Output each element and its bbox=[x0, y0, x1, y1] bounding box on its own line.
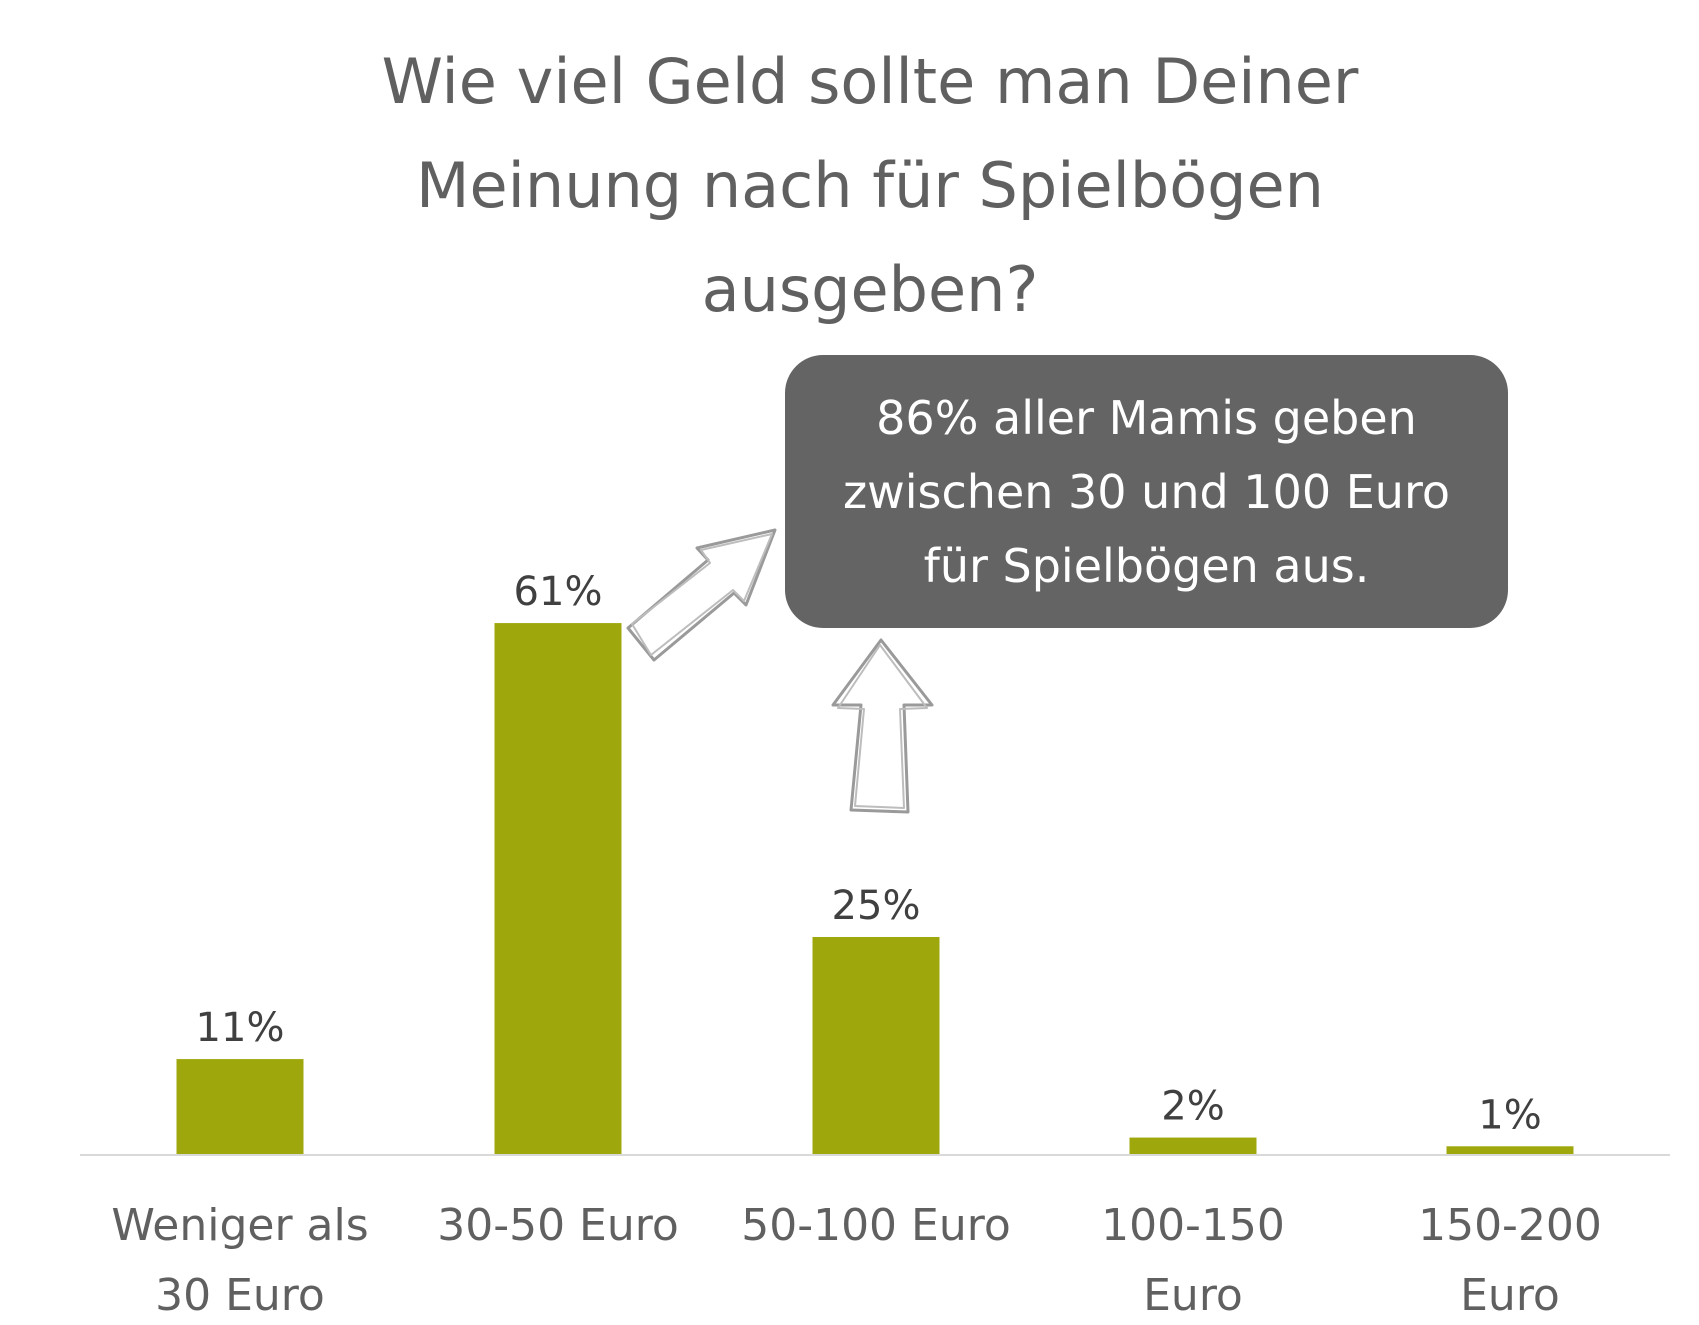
chart-title: Wie viel Geld sollte man Deiner Meinung … bbox=[381, 45, 1359, 326]
callout-text: 86% aller Mamis geben zwischen 30 und 10… bbox=[842, 390, 1450, 593]
data-label-5: 1% bbox=[1478, 1092, 1541, 1138]
category-label-2: 30-50 Euro bbox=[437, 1200, 679, 1251]
bar-4 bbox=[1129, 1137, 1257, 1155]
up-arrow-icon bbox=[831, 638, 934, 814]
bar-2 bbox=[494, 623, 622, 1155]
data-label-4: 2% bbox=[1161, 1084, 1224, 1130]
callout-box: 86% aller Mamis geben zwischen 30 und 10… bbox=[785, 355, 1508, 628]
bar-5 bbox=[1446, 1146, 1574, 1155]
data-label-1: 11% bbox=[196, 1005, 285, 1051]
category-labels: Weniger als 30 Euro 30-50 Euro 50-100 Euro 1… bbox=[111, 1200, 1602, 1321]
category-label-1: Weniger als 30 Euro bbox=[111, 1200, 368, 1321]
category-label-4: 100-150 Euro bbox=[1101, 1200, 1285, 1321]
bars bbox=[176, 623, 1574, 1155]
category-label-3: 50-100 Euro bbox=[741, 1200, 1011, 1251]
bar-1 bbox=[176, 1059, 304, 1155]
diagonal-arrow-icon bbox=[626, 528, 777, 662]
data-label-2: 61% bbox=[514, 569, 603, 615]
category-label-5: 150-200 Euro bbox=[1418, 1200, 1602, 1321]
bar-3 bbox=[812, 937, 940, 1155]
data-label-3: 25% bbox=[832, 883, 921, 929]
data-labels: 11% 61% 25% 2% 1% bbox=[196, 569, 1542, 1138]
